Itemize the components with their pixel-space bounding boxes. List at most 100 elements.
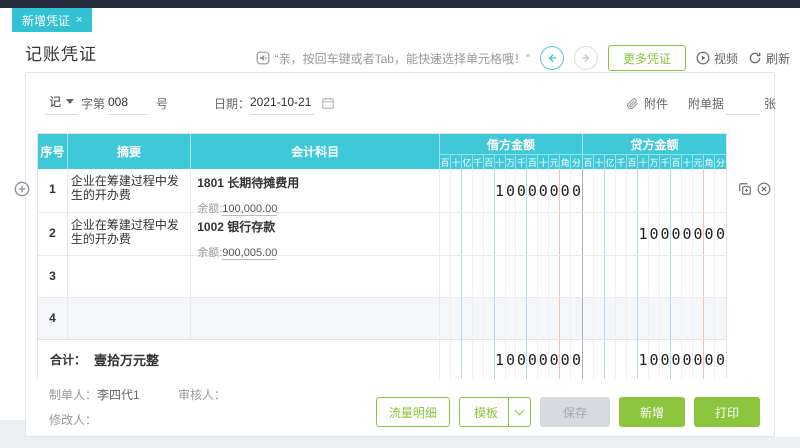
digit-cell: [594, 298, 605, 339]
date-input[interactable]: 2021-10-21: [250, 91, 314, 115]
digit-cell: 0: [704, 340, 715, 379]
digit-cell: [583, 213, 594, 255]
print-button[interactable]: 打印: [693, 397, 760, 427]
digit-label: 百: [671, 154, 683, 169]
digit-label: 千: [472, 154, 484, 169]
template-label[interactable]: 模板: [473, 405, 498, 420]
add-row-button[interactable]: [14, 181, 30, 197]
digit-cell: [583, 340, 594, 379]
toolbar: “亲，按回车键或者Tab，能快速选择单元格哦！” 更多凭证 视频 刷新: [256, 44, 790, 72]
row-index: 1: [38, 169, 68, 212]
row-account[interactable]: [191, 256, 440, 297]
digit-cell: [495, 256, 506, 297]
digit-cell: [682, 298, 693, 339]
digit-label: 亿: [605, 154, 617, 169]
account-balance: 余额:900,005.00: [197, 247, 278, 260]
digit-cell: 1: [638, 213, 649, 255]
table-header: 序号 摘要 会计科目 借方金额 百十亿千百十万千百十元角分 贷方金额 百十亿千百…: [38, 134, 727, 169]
digit-cell: [638, 169, 649, 212]
voucher-word-select[interactable]: 记: [45, 91, 79, 115]
voucher-word-value: 记: [49, 95, 62, 109]
digit-cell: 0: [538, 169, 550, 212]
row-account[interactable]: 1801 长期待摊费用 余额:100,000.00: [191, 169, 440, 216]
digit-cell: 0: [671, 213, 682, 255]
digit-cell: 0: [715, 225, 726, 243]
tip-message: “亲，按回车键或者Tab，能快速选择单元格哦！”: [256, 50, 530, 67]
tab-label: 新增凭证: [22, 13, 71, 28]
digit-cell: [704, 169, 715, 212]
next-voucher-button[interactable]: [573, 46, 598, 70]
more-vouchers-button[interactable]: 更多凭证: [607, 45, 686, 71]
digit-cell: 0: [671, 340, 682, 379]
table-row[interactable]: 4: [38, 297, 726, 339]
auditor-field: 审核人：: [178, 388, 227, 402]
row-summary[interactable]: [68, 298, 192, 339]
debit-amount-cell[interactable]: [440, 256, 583, 297]
digit-cell: [462, 340, 473, 379]
credit-amount-cell[interactable]: [583, 256, 726, 297]
row-summary[interactable]: [68, 256, 192, 297]
digit-cell: [560, 298, 572, 339]
digit-cell: [440, 169, 451, 212]
tab-close-icon[interactable]: ×: [76, 14, 83, 26]
digit-cell: [594, 256, 605, 297]
digit-cell: [527, 298, 539, 339]
credit-amount-cell[interactable]: [583, 169, 726, 212]
digit-cell: 0: [704, 213, 715, 255]
copy-row-icon[interactable]: [738, 182, 752, 196]
digit-cell: 0: [693, 340, 704, 379]
digit-label: 千: [660, 154, 672, 169]
voucher-table: 序号 摘要 会计科目 借方金额 百十亿千百十万千百十元角分 贷方金额 百十亿千百…: [37, 133, 727, 379]
refresh-link[interactable]: 刷新: [748, 50, 790, 67]
digit-cell: [627, 340, 638, 379]
row-account[interactable]: 1002 银行存款 余额:900,005.00: [191, 213, 440, 260]
digit-cell: [682, 169, 693, 212]
refresh-label: 刷新: [765, 51, 790, 66]
digit-cell: [506, 213, 517, 255]
voucher-number-input[interactable]: 008: [108, 91, 148, 115]
digit-cell: [649, 256, 660, 297]
digit-cell: 0: [649, 213, 660, 255]
digit-cell: 0: [527, 340, 539, 379]
calendar-icon[interactable]: [321, 91, 335, 115]
row-summary[interactable]: 企业在筹建过程中发生的开办费: [68, 213, 192, 255]
digit-label: 百: [527, 154, 539, 169]
balance-value: 900,005.00: [222, 247, 278, 260]
digit-cell: 0: [549, 169, 561, 212]
digit-cell: [451, 298, 462, 339]
table-row[interactable]: 2 企业在筹建过程中发生的开办费 1002 银行存款 余额:900,005.00…: [38, 212, 726, 260]
row-index: 2: [38, 213, 68, 255]
digit-cell: [549, 298, 561, 339]
add-button[interactable]: 新增: [618, 397, 685, 427]
page-bottom-strip: [0, 437, 800, 448]
flow-detail-button[interactable]: 流量明细: [375, 397, 450, 427]
video-link[interactable]: 视频: [696, 50, 738, 67]
digit-cell: [538, 256, 550, 297]
row-account[interactable]: [191, 298, 440, 339]
table-row[interactable]: 3: [38, 255, 726, 297]
row-summary[interactable]: 企业在筹建过程中发生的开办费: [68, 169, 192, 212]
prev-voucher-button[interactable]: [539, 46, 564, 70]
save-button[interactable]: 保存: [539, 397, 610, 427]
digit-cell: [516, 213, 528, 255]
digit-cell: 0: [516, 169, 528, 212]
voucher-form: 记 字第 008 号 日期： 2021-10-21 附件 附单据 张: [26, 91, 776, 121]
debit-amount-cell[interactable]: [440, 298, 583, 339]
template-button[interactable]: 模板: [458, 397, 531, 427]
attachment-count-input[interactable]: [726, 91, 760, 115]
digit-cell: [495, 213, 506, 255]
template-dropdown[interactable]: [507, 398, 530, 426]
table-row[interactable]: 1 企业在筹建过程中发生的开办费 1801 长期待摊费用 余额:100,000.…: [38, 169, 726, 216]
debit-amount-cell[interactable]: [440, 213, 583, 255]
account-name: 1801 长期待摊费用: [197, 176, 300, 190]
tab-new-voucher[interactable]: 新增凭证 ×: [12, 8, 93, 32]
attachment-link[interactable]: 附件: [626, 91, 668, 115]
total-label: 合计：: [50, 353, 87, 367]
delete-row-icon[interactable]: [757, 182, 771, 196]
digit-cell: 0: [506, 340, 517, 379]
digit-label: 百: [583, 154, 595, 169]
credit-amount-cell[interactable]: [583, 298, 726, 339]
